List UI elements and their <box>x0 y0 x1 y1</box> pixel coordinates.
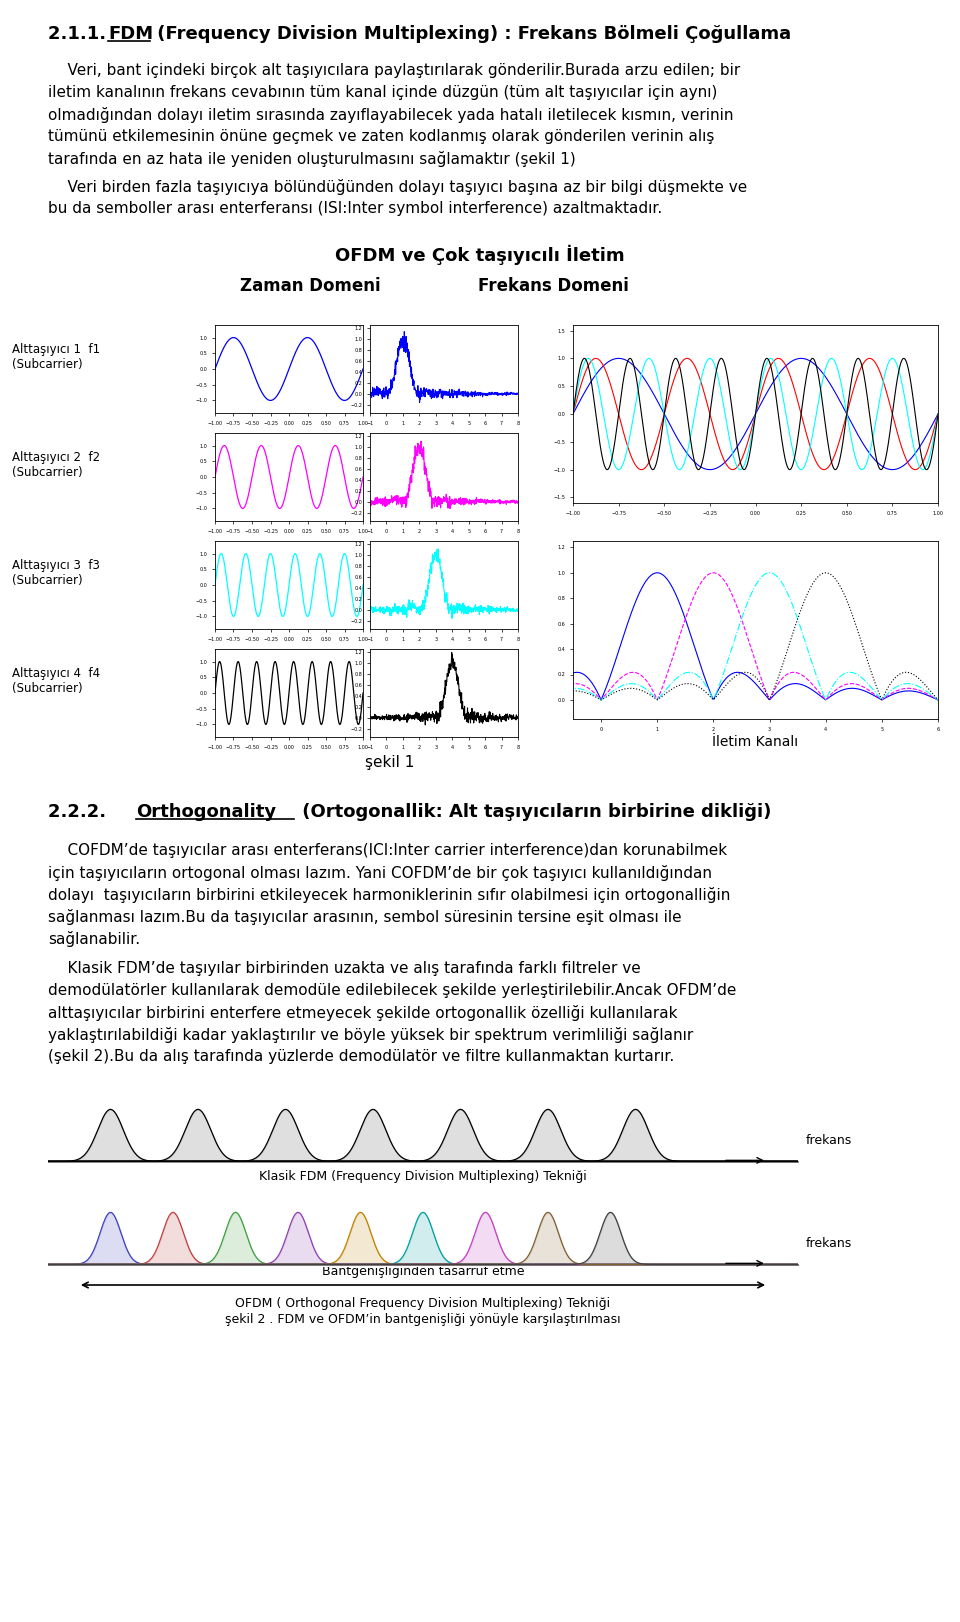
Text: OFDM ( Orthogonal Frequency Division Multiplexing) Tekniği: OFDM ( Orthogonal Frequency Division Mul… <box>235 1298 611 1311</box>
Text: Veri birden fazla taşıyıcıya bölündüğünden dolayı taşıyıcı başına az bir bilgi d: Veri birden fazla taşıyıcıya bölündüğünd… <box>48 178 747 195</box>
Text: (şekil 2).Bu da alış tarafında yüzlerde demodülatör ve filtre kullanmaktan kurta: (şekil 2).Bu da alış tarafında yüzlerde … <box>48 1049 674 1064</box>
Text: dolayı  taşıyıcıların birbirini etkileyecek harmoniklerinin sıfır olabilmesi içi: dolayı taşıyıcıların birbirini etkileyec… <box>48 887 731 903</box>
Text: tümünü etkilemesinin önüne geçmek ve zaten kodlanmış olarak gönderilen verinin a: tümünü etkilemesinin önüne geçmek ve zat… <box>48 130 714 144</box>
Text: 2.1.1.: 2.1.1. <box>48 24 119 44</box>
Text: bu da semboller arası enterferansı (ISI:Inter symbol interference) azaltmaktadır: bu da semboller arası enterferansı (ISI:… <box>48 201 662 216</box>
Text: olmadığından dolayı iletim sırasında zayıflayabilecek yada hatalı iletilecek kıs: olmadığından dolayı iletim sırasında zay… <box>48 107 733 123</box>
Text: (Frequency Division Multiplexing) : Frekans Bölmeli Çoğullama: (Frequency Division Multiplexing) : Frek… <box>151 24 791 44</box>
Text: sağlanması lazım.Bu da taşıyıcılar arasının, sembol süresinin tersine eşit olmas: sağlanması lazım.Bu da taşıyıcılar arası… <box>48 908 682 925</box>
Text: alttaşıyıcılar birbirini enterfere etmeyecek şekilde ortogonallik özelliği kulla: alttaşıyıcılar birbirini enterfere etmey… <box>48 1006 678 1020</box>
Text: COFDM’de taşıyıcılar arası enterferans(ICI:Inter carrier interference)dan koruna: COFDM’de taşıyıcılar arası enterferans(I… <box>48 843 727 858</box>
Text: şekil 1: şekil 1 <box>366 754 415 770</box>
Text: için taşıyıcıların ortogonal olması lazım. Yani COFDM’de bir çok taşıyıcı kullan: için taşıyıcıların ortogonal olması lazı… <box>48 865 712 881</box>
Text: iletim kanalının frekans cevabının tüm kanal içinde düzgün (tüm alt taşıyıcılar : iletim kanalının frekans cevabının tüm k… <box>48 84 717 101</box>
Text: Alttaşıyıcı 3  f3
(Subcarrier): Alttaşıyıcı 3 f3 (Subcarrier) <box>12 560 100 587</box>
Text: Klasik FDM (Frequency Division Multiplexing) Tekniği: Klasik FDM (Frequency Division Multiplex… <box>259 1169 587 1182</box>
Text: frekans: frekans <box>806 1238 852 1251</box>
Text: şekil 2 . FDM ve OFDM’in bantgenişliği yönüyle karşılaştırılması: şekil 2 . FDM ve OFDM’in bantgenişliği y… <box>226 1312 621 1327</box>
Text: (Ortogonallik: Alt taşıyıcıların birbirine dikliği): (Ortogonallik: Alt taşıyıcıların birbiri… <box>296 803 772 821</box>
Text: Alttaşıyıcı 4  f4
(Subcarrier): Alttaşıyıcı 4 f4 (Subcarrier) <box>12 667 100 694</box>
Text: Veri, bant içindeki birçok alt taşıyıcılara paylaştırılarak gönderilir.Burada ar: Veri, bant içindeki birçok alt taşıyıcıl… <box>48 63 740 78</box>
Text: frekans: frekans <box>806 1134 852 1147</box>
Text: demodülatörler kullanılarak demodüle edilebilecek şekilde yerleştirilebilir.Anca: demodülatörler kullanılarak demodüle edi… <box>48 983 736 998</box>
Text: Orthogonality: Orthogonality <box>136 803 276 821</box>
Text: Alttaşıyıcı 1  f1
(Subcarrier): Alttaşıyıcı 1 f1 (Subcarrier) <box>12 342 100 371</box>
Text: OFDM ve Çok taşıyıcılı İletim: OFDM ve Çok taşıyıcılı İletim <box>335 245 625 266</box>
Text: Klasik FDM’de taşıyılar birbirinden uzakta ve alış tarafında farklı filtreler ve: Klasik FDM’de taşıyılar birbirinden uzak… <box>48 960 640 976</box>
Text: tarafında en az hata ile yeniden oluşturulmasını sağlamaktır (şekil 1): tarafında en az hata ile yeniden oluştur… <box>48 151 576 167</box>
Text: Frekans Domeni: Frekans Domeni <box>478 277 629 295</box>
Text: Alttaşıyıcı 2  f2
(Subcarrier): Alttaşıyıcı 2 f2 (Subcarrier) <box>12 451 100 478</box>
Text: Bantgenişliğinden tasarruf etme: Bantgenişliğinden tasarruf etme <box>322 1265 524 1278</box>
Text: Zaman Domeni: Zaman Domeni <box>240 277 380 295</box>
Text: yaklaştırılabildiği kadar yaklaştırılır ve böyle yüksek bir spektrum verimliliği: yaklaştırılabildiği kadar yaklaştırılır … <box>48 1027 693 1043</box>
Text: sağlanabilir.: sağlanabilir. <box>48 931 140 947</box>
Text: 2.2.2.: 2.2.2. <box>48 803 125 821</box>
Text: FDM: FDM <box>108 24 154 44</box>
Text: İletim Kanalı: İletim Kanalı <box>712 735 798 749</box>
